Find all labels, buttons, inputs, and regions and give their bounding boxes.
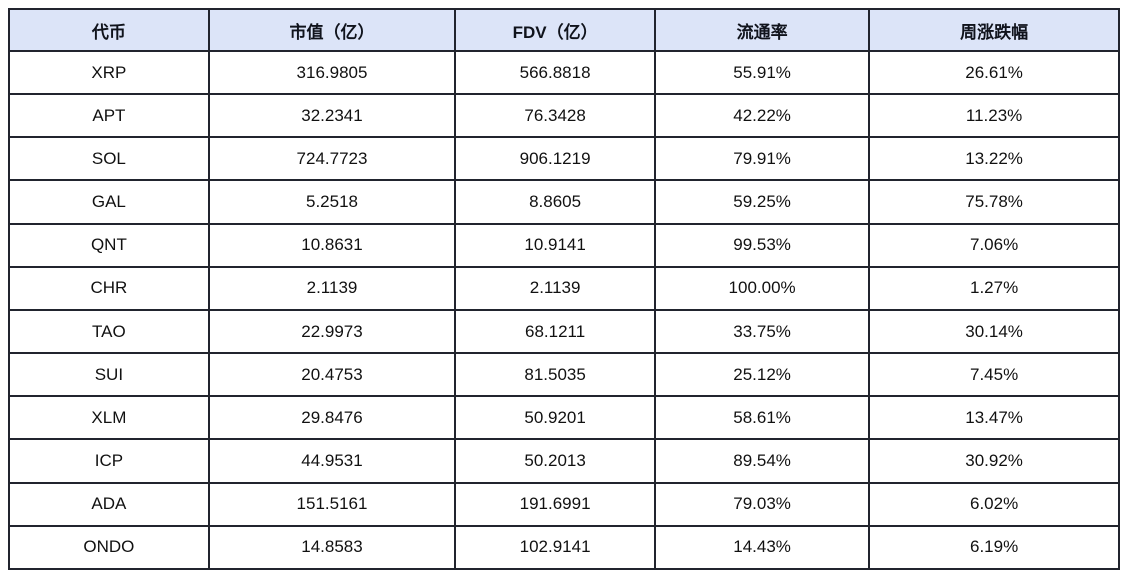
table-row: QNT 10.8631 10.9141 99.53% 7.06% xyxy=(8,222,1120,268)
table-row: ADA 151.5161 191.6991 79.03% 6.02% xyxy=(8,481,1120,527)
table-cell-fdv: 68.1211 xyxy=(454,308,656,355)
table-cell-token: APT xyxy=(8,93,210,139)
table-cell-fdv: 10.9141 xyxy=(454,222,656,268)
table-body: XRP 316.9805 566.8818 55.91% 26.61% APT 32.234… xyxy=(8,49,1120,571)
table-cell-market_cap: 14.8583 xyxy=(207,524,457,571)
table-cell-market_cap: 10.8631 xyxy=(207,222,457,268)
table-cell-market_cap: 316.9805 xyxy=(207,49,457,96)
table-cell-circulation_rate: 33.75% xyxy=(653,308,871,355)
table-cell-circulation_rate: 89.54% xyxy=(653,438,871,484)
table-cell-token: CHR xyxy=(8,265,210,311)
table-cell-market_cap: 724.7723 xyxy=(207,136,457,182)
table-cell-fdv: 102.9141 xyxy=(454,524,656,571)
table-cell-token: TAO xyxy=(8,308,210,355)
table-cell-token: ICP xyxy=(8,438,210,484)
table-cell-fdv: 50.2013 xyxy=(454,438,656,484)
table-row: XLM 29.8476 50.9201 58.61% 13.47% xyxy=(8,395,1120,441)
table-cell-weekly_change: 11.23% xyxy=(868,93,1120,139)
table-cell-market_cap: 44.9531 xyxy=(207,438,457,484)
table-cell-weekly_change: 7.06% xyxy=(868,222,1120,268)
table-row: APT 32.2341 76.3428 42.22% 11.23% xyxy=(8,93,1120,139)
column-header-market-cap: 市值（亿） xyxy=(207,8,457,52)
table-cell-market_cap: 22.9973 xyxy=(207,308,457,355)
table-header: 代币 市值（亿） FDV（亿） 流通率 周涨跌幅 xyxy=(8,8,1120,52)
table-cell-weekly_change: 13.47% xyxy=(868,395,1120,441)
table-cell-fdv: 906.1219 xyxy=(454,136,656,182)
table-cell-circulation_rate: 25.12% xyxy=(653,352,871,398)
table-cell-circulation_rate: 59.25% xyxy=(653,179,871,225)
table-cell-market_cap: 151.5161 xyxy=(207,481,457,527)
table-cell-weekly_change: 6.02% xyxy=(868,481,1120,527)
column-header-token: 代币 xyxy=(8,8,210,52)
table-cell-circulation_rate: 100.00% xyxy=(653,265,871,311)
table-cell-token: ONDO xyxy=(8,524,210,571)
table-cell-fdv: 8.8605 xyxy=(454,179,656,225)
column-header-circulation-rate: 流通率 xyxy=(653,8,871,52)
table-cell-token: SUI xyxy=(8,352,210,398)
table-cell-market_cap: 32.2341 xyxy=(207,93,457,139)
table-cell-fdv: 191.6991 xyxy=(454,481,656,527)
table-row: ICP 44.9531 50.2013 89.54% 30.92% xyxy=(8,438,1120,484)
table-cell-fdv: 50.9201 xyxy=(454,395,656,441)
table-cell-circulation_rate: 42.22% xyxy=(653,93,871,139)
table-cell-circulation_rate: 55.91% xyxy=(653,49,871,96)
table-cell-token: SOL xyxy=(8,136,210,182)
table-cell-circulation_rate: 58.61% xyxy=(653,395,871,441)
table-cell-weekly_change: 30.92% xyxy=(868,438,1120,484)
table-cell-market_cap: 29.8476 xyxy=(207,395,457,441)
table-cell-token: ADA xyxy=(8,481,210,527)
table-cell-circulation_rate: 14.43% xyxy=(653,524,871,571)
table-cell-weekly_change: 6.19% xyxy=(868,524,1120,571)
table-row: ONDO 14.8583 102.9141 14.43% 6.19% xyxy=(8,524,1120,571)
table-row: SUI 20.4753 81.5035 25.12% 7.45% xyxy=(8,352,1120,398)
table-cell-circulation_rate: 99.53% xyxy=(653,222,871,268)
table-row: CHR 2.1139 2.1139 100.00% 1.27% xyxy=(8,265,1120,311)
table-cell-weekly_change: 1.27% xyxy=(868,265,1120,311)
table-row: SOL 724.7723 906.1219 79.91% 13.22% xyxy=(8,136,1120,182)
crypto-market-table: 代币 市值（亿） FDV（亿） 流通率 周涨跌幅 XRP 316.9805 566.… xyxy=(8,8,1120,571)
table-cell-fdv: 76.3428 xyxy=(454,93,656,139)
table-cell-weekly_change: 30.14% xyxy=(868,308,1120,355)
table-cell-token: GAL xyxy=(8,179,210,225)
table-cell-market_cap: 5.2518 xyxy=(207,179,457,225)
table-row: XRP 316.9805 566.8818 55.91% 26.61% xyxy=(8,49,1120,96)
table-cell-fdv: 81.5035 xyxy=(454,352,656,398)
column-header-weekly-change: 周涨跌幅 xyxy=(868,8,1120,52)
header-row: 代币 市值（亿） FDV（亿） 流通率 周涨跌幅 xyxy=(8,8,1120,52)
table-row: TAO 22.9973 68.1211 33.75% 30.14% xyxy=(8,308,1120,355)
table-cell-fdv: 566.8818 xyxy=(454,49,656,96)
table-cell-fdv: 2.1139 xyxy=(454,265,656,311)
table-row: GAL 5.2518 8.8605 59.25% 75.78% xyxy=(8,179,1120,225)
table-cell-market_cap: 2.1139 xyxy=(207,265,457,311)
table-cell-weekly_change: 7.45% xyxy=(868,352,1120,398)
table-cell-token: XRP xyxy=(8,49,210,96)
table-cell-token: XLM xyxy=(8,395,210,441)
table-cell-circulation_rate: 79.03% xyxy=(653,481,871,527)
table-cell-market_cap: 20.4753 xyxy=(207,352,457,398)
column-header-fdv: FDV（亿） xyxy=(454,8,656,52)
table-cell-circulation_rate: 79.91% xyxy=(653,136,871,182)
table-cell-weekly_change: 26.61% xyxy=(868,49,1120,96)
table-cell-token: QNT xyxy=(8,222,210,268)
table-cell-weekly_change: 13.22% xyxy=(868,136,1120,182)
table-cell-weekly_change: 75.78% xyxy=(868,179,1120,225)
